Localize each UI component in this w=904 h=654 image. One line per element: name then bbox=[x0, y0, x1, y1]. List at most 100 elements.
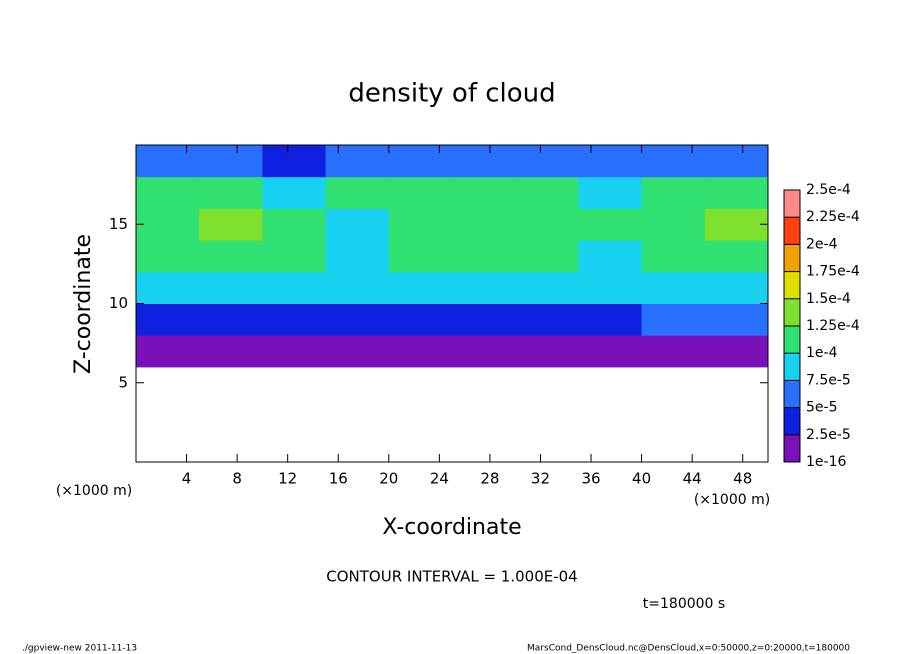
heat-cell bbox=[325, 303, 390, 336]
heat-cell bbox=[641, 240, 706, 273]
colorbar-label: 2.5e-5 bbox=[806, 427, 851, 443]
colorbar-swatch bbox=[784, 353, 800, 381]
heat-cell bbox=[452, 145, 516, 178]
heat-cell bbox=[388, 303, 453, 336]
heat-cell bbox=[325, 176, 390, 209]
x-tick-label: 8 bbox=[232, 470, 242, 488]
x-tick-label: 36 bbox=[581, 470, 600, 488]
time-label: t=180000 s bbox=[643, 596, 725, 612]
colorbar-swatch bbox=[784, 407, 800, 435]
heat-cell bbox=[578, 176, 643, 209]
colorbar-label: 2.5e-4 bbox=[806, 182, 851, 198]
heat-cell bbox=[136, 303, 200, 336]
colorbar-label: 2e-4 bbox=[806, 236, 838, 252]
heat-cell bbox=[325, 145, 390, 178]
heat-cell bbox=[704, 303, 769, 336]
heat-cell bbox=[262, 176, 327, 209]
x-tick-label: 4 bbox=[182, 470, 192, 488]
colorbar-label: 1.25e-4 bbox=[806, 318, 860, 334]
colorbar-swatch bbox=[784, 190, 800, 218]
heat-cell bbox=[325, 240, 390, 273]
heat-cell bbox=[515, 271, 579, 304]
heat-cell bbox=[641, 303, 706, 336]
colorbar-label: 1e-16 bbox=[806, 454, 846, 470]
heat-cell bbox=[136, 176, 200, 209]
heat-cell bbox=[452, 303, 516, 336]
heat-cell bbox=[704, 335, 769, 368]
heat-cell bbox=[199, 271, 263, 304]
heat-cell bbox=[578, 303, 643, 336]
heat-cell bbox=[262, 145, 327, 178]
heat-cell bbox=[452, 176, 516, 209]
footer-right: MarsCond_DensCloud.nc@DensCloud,x=0:5000… bbox=[527, 644, 850, 654]
heat-cell bbox=[704, 240, 769, 273]
heat-cell bbox=[578, 208, 643, 241]
heat-cell bbox=[262, 335, 327, 368]
y-axis-label: Z-coordinate bbox=[71, 234, 96, 374]
colorbar-label: 1e-4 bbox=[806, 345, 838, 361]
heat-cell bbox=[452, 271, 516, 304]
footer-left: ./gpview-new 2011-11-13 bbox=[22, 644, 137, 654]
heat-cell bbox=[704, 208, 769, 241]
heat-cell bbox=[515, 335, 579, 368]
heat-cell bbox=[641, 335, 706, 368]
x-tick-label: 16 bbox=[329, 470, 348, 488]
heat-cell bbox=[199, 303, 263, 336]
heat-cell bbox=[136, 240, 200, 273]
colorbar-label: 2.25e-4 bbox=[806, 209, 860, 225]
x-tick-label: 20 bbox=[379, 470, 398, 488]
colorbar-swatch bbox=[784, 271, 800, 299]
heat-cell bbox=[388, 271, 453, 304]
heat-cell bbox=[199, 335, 263, 368]
heat-cell bbox=[262, 271, 327, 304]
heat-cell bbox=[199, 208, 263, 241]
heat-cell bbox=[388, 335, 453, 368]
heat-cell bbox=[388, 240, 453, 273]
heat-cell bbox=[515, 240, 579, 273]
x-unit-label: (×1000 m) bbox=[694, 492, 770, 508]
colorbar-label: 7.5e-5 bbox=[806, 372, 851, 388]
heat-cell bbox=[641, 176, 706, 209]
heat-cell bbox=[388, 176, 453, 209]
heat-cell bbox=[641, 208, 706, 241]
heat-cell bbox=[515, 145, 579, 178]
heat-cell bbox=[452, 208, 516, 241]
heat-cell bbox=[262, 303, 327, 336]
heat-cell bbox=[515, 303, 579, 336]
heat-cell bbox=[199, 240, 263, 273]
x-tick-label: 40 bbox=[632, 470, 651, 488]
heat-cell bbox=[136, 271, 200, 304]
colorbar-swatch bbox=[784, 298, 800, 326]
heat-cell bbox=[325, 208, 390, 241]
heat-cell bbox=[578, 271, 643, 304]
x-tick-label: 28 bbox=[480, 470, 499, 488]
heat-cell bbox=[388, 145, 453, 178]
heat-cell bbox=[641, 145, 706, 178]
heat-cell bbox=[262, 240, 327, 273]
y-tick-label: 15 bbox=[109, 215, 128, 233]
x-tick-label: 32 bbox=[531, 470, 550, 488]
heat-cell bbox=[578, 335, 643, 368]
heat-cell bbox=[388, 208, 453, 241]
heat-cell bbox=[452, 335, 516, 368]
heat-cell bbox=[199, 176, 263, 209]
heat-cell bbox=[136, 145, 200, 178]
colorbar-swatch bbox=[784, 244, 800, 272]
x-tick-label: 48 bbox=[733, 470, 752, 488]
heat-cell bbox=[262, 208, 327, 241]
heat-cell bbox=[704, 145, 769, 178]
colorbar-label: 1.75e-4 bbox=[806, 264, 860, 280]
colorbar-swatch bbox=[784, 217, 800, 245]
heat-cell bbox=[578, 145, 643, 178]
heat-cell bbox=[515, 208, 579, 241]
heat-cell bbox=[136, 335, 200, 368]
contour-note: CONTOUR INTERVAL = 1.000E-04 bbox=[326, 568, 577, 586]
heat-cell bbox=[136, 208, 200, 241]
heat-cell bbox=[325, 271, 390, 304]
heat-cell bbox=[325, 335, 390, 368]
colorbar-label: 5e-5 bbox=[806, 400, 837, 416]
y-tick-label: 5 bbox=[118, 373, 128, 391]
heat-cell bbox=[578, 240, 643, 273]
heat-cell bbox=[704, 271, 769, 304]
